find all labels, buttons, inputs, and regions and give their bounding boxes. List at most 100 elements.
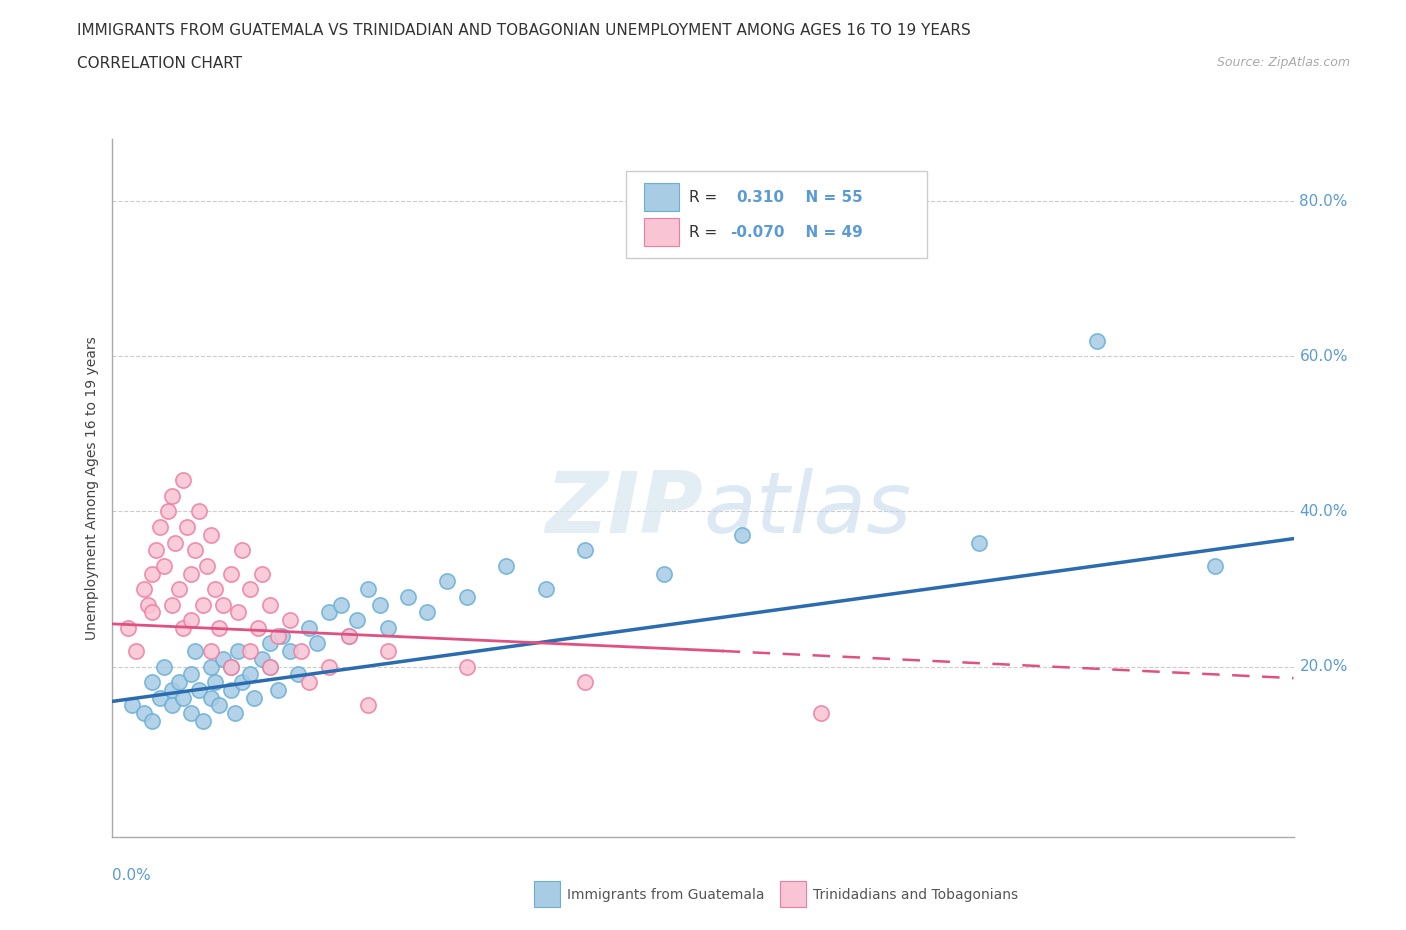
Point xyxy=(117,620,139,635)
Point xyxy=(456,590,478,604)
Text: Immigrants from Guatemala: Immigrants from Guatemala xyxy=(567,887,763,902)
Point xyxy=(200,690,222,705)
Point xyxy=(211,597,233,612)
Point xyxy=(180,667,202,682)
Point xyxy=(243,690,266,705)
Point xyxy=(810,706,832,721)
Text: IMMIGRANTS FROM GUATEMALA VS TRINIDADIAN AND TOBAGONIAN UNEMPLOYMENT AMONG AGES : IMMIGRANTS FROM GUATEMALA VS TRINIDADIAN… xyxy=(77,23,972,38)
Point xyxy=(219,566,242,581)
Point xyxy=(165,535,187,550)
Point xyxy=(267,628,290,643)
Point xyxy=(200,659,222,674)
Text: 0.0%: 0.0% xyxy=(112,869,152,883)
Point xyxy=(224,706,246,721)
Point xyxy=(250,566,273,581)
Point xyxy=(149,690,172,705)
FancyBboxPatch shape xyxy=(626,171,928,259)
Point xyxy=(145,543,167,558)
Point xyxy=(456,659,478,674)
Point xyxy=(368,597,391,612)
Point xyxy=(318,604,340,619)
Point xyxy=(259,636,281,651)
Point xyxy=(200,527,222,542)
Point xyxy=(298,620,321,635)
Point xyxy=(160,698,183,712)
Point xyxy=(967,535,990,550)
Point xyxy=(228,604,250,619)
Point xyxy=(169,581,191,596)
Point xyxy=(180,566,202,581)
Point xyxy=(219,683,242,698)
Point xyxy=(574,543,596,558)
Text: atlas: atlas xyxy=(703,468,911,551)
Point xyxy=(169,674,191,689)
Point xyxy=(337,628,360,643)
Text: R =: R = xyxy=(689,225,721,240)
Point xyxy=(377,644,399,658)
Point xyxy=(652,566,675,581)
Point xyxy=(121,698,143,712)
Point xyxy=(534,581,557,596)
Text: N = 55: N = 55 xyxy=(796,190,863,205)
Point xyxy=(152,659,174,674)
Text: Trinidadians and Tobagonians: Trinidadians and Tobagonians xyxy=(813,887,1018,902)
Text: 0.310: 0.310 xyxy=(737,190,785,205)
Point xyxy=(329,597,352,612)
Point xyxy=(436,574,458,589)
Point xyxy=(172,620,194,635)
Point xyxy=(191,713,214,728)
Text: 60.0%: 60.0% xyxy=(1299,349,1348,364)
Point xyxy=(176,520,198,535)
Text: ZIP: ZIP xyxy=(546,468,703,551)
Point xyxy=(125,644,148,658)
Point xyxy=(208,620,231,635)
Point xyxy=(195,558,218,573)
Point xyxy=(346,613,368,628)
Point xyxy=(231,674,253,689)
Point xyxy=(290,644,312,658)
Point xyxy=(141,674,163,689)
Point xyxy=(250,651,273,666)
Point xyxy=(149,520,172,535)
Point xyxy=(574,674,596,689)
Text: N = 49: N = 49 xyxy=(796,225,863,240)
Point xyxy=(136,597,159,612)
Point xyxy=(219,659,242,674)
Point xyxy=(191,597,214,612)
Point xyxy=(239,581,262,596)
Point xyxy=(208,698,231,712)
Point xyxy=(318,659,340,674)
Point xyxy=(287,667,309,682)
Point xyxy=(204,674,226,689)
Text: -0.070: -0.070 xyxy=(730,225,785,240)
Point xyxy=(180,706,202,721)
Point xyxy=(141,566,163,581)
Point xyxy=(259,659,281,674)
Text: 40.0%: 40.0% xyxy=(1299,504,1348,519)
Point xyxy=(228,644,250,658)
Point xyxy=(259,597,281,612)
Point xyxy=(204,581,226,596)
Point xyxy=(172,473,194,488)
Point xyxy=(160,597,183,612)
Point xyxy=(1085,334,1108,349)
Point xyxy=(337,628,360,643)
Point xyxy=(298,674,321,689)
Point xyxy=(495,558,517,573)
Bar xyxy=(644,219,679,246)
Text: Source: ZipAtlas.com: Source: ZipAtlas.com xyxy=(1216,56,1350,69)
Point xyxy=(259,659,281,674)
Point xyxy=(396,590,419,604)
Point xyxy=(132,581,155,596)
Point xyxy=(357,698,380,712)
Point xyxy=(239,667,262,682)
Point xyxy=(141,713,163,728)
Point xyxy=(152,558,174,573)
Text: R =: R = xyxy=(689,190,721,205)
Point xyxy=(188,504,211,519)
Point xyxy=(307,636,329,651)
Point xyxy=(239,644,262,658)
Point xyxy=(377,620,399,635)
Point xyxy=(180,613,202,628)
Point xyxy=(1204,558,1226,573)
